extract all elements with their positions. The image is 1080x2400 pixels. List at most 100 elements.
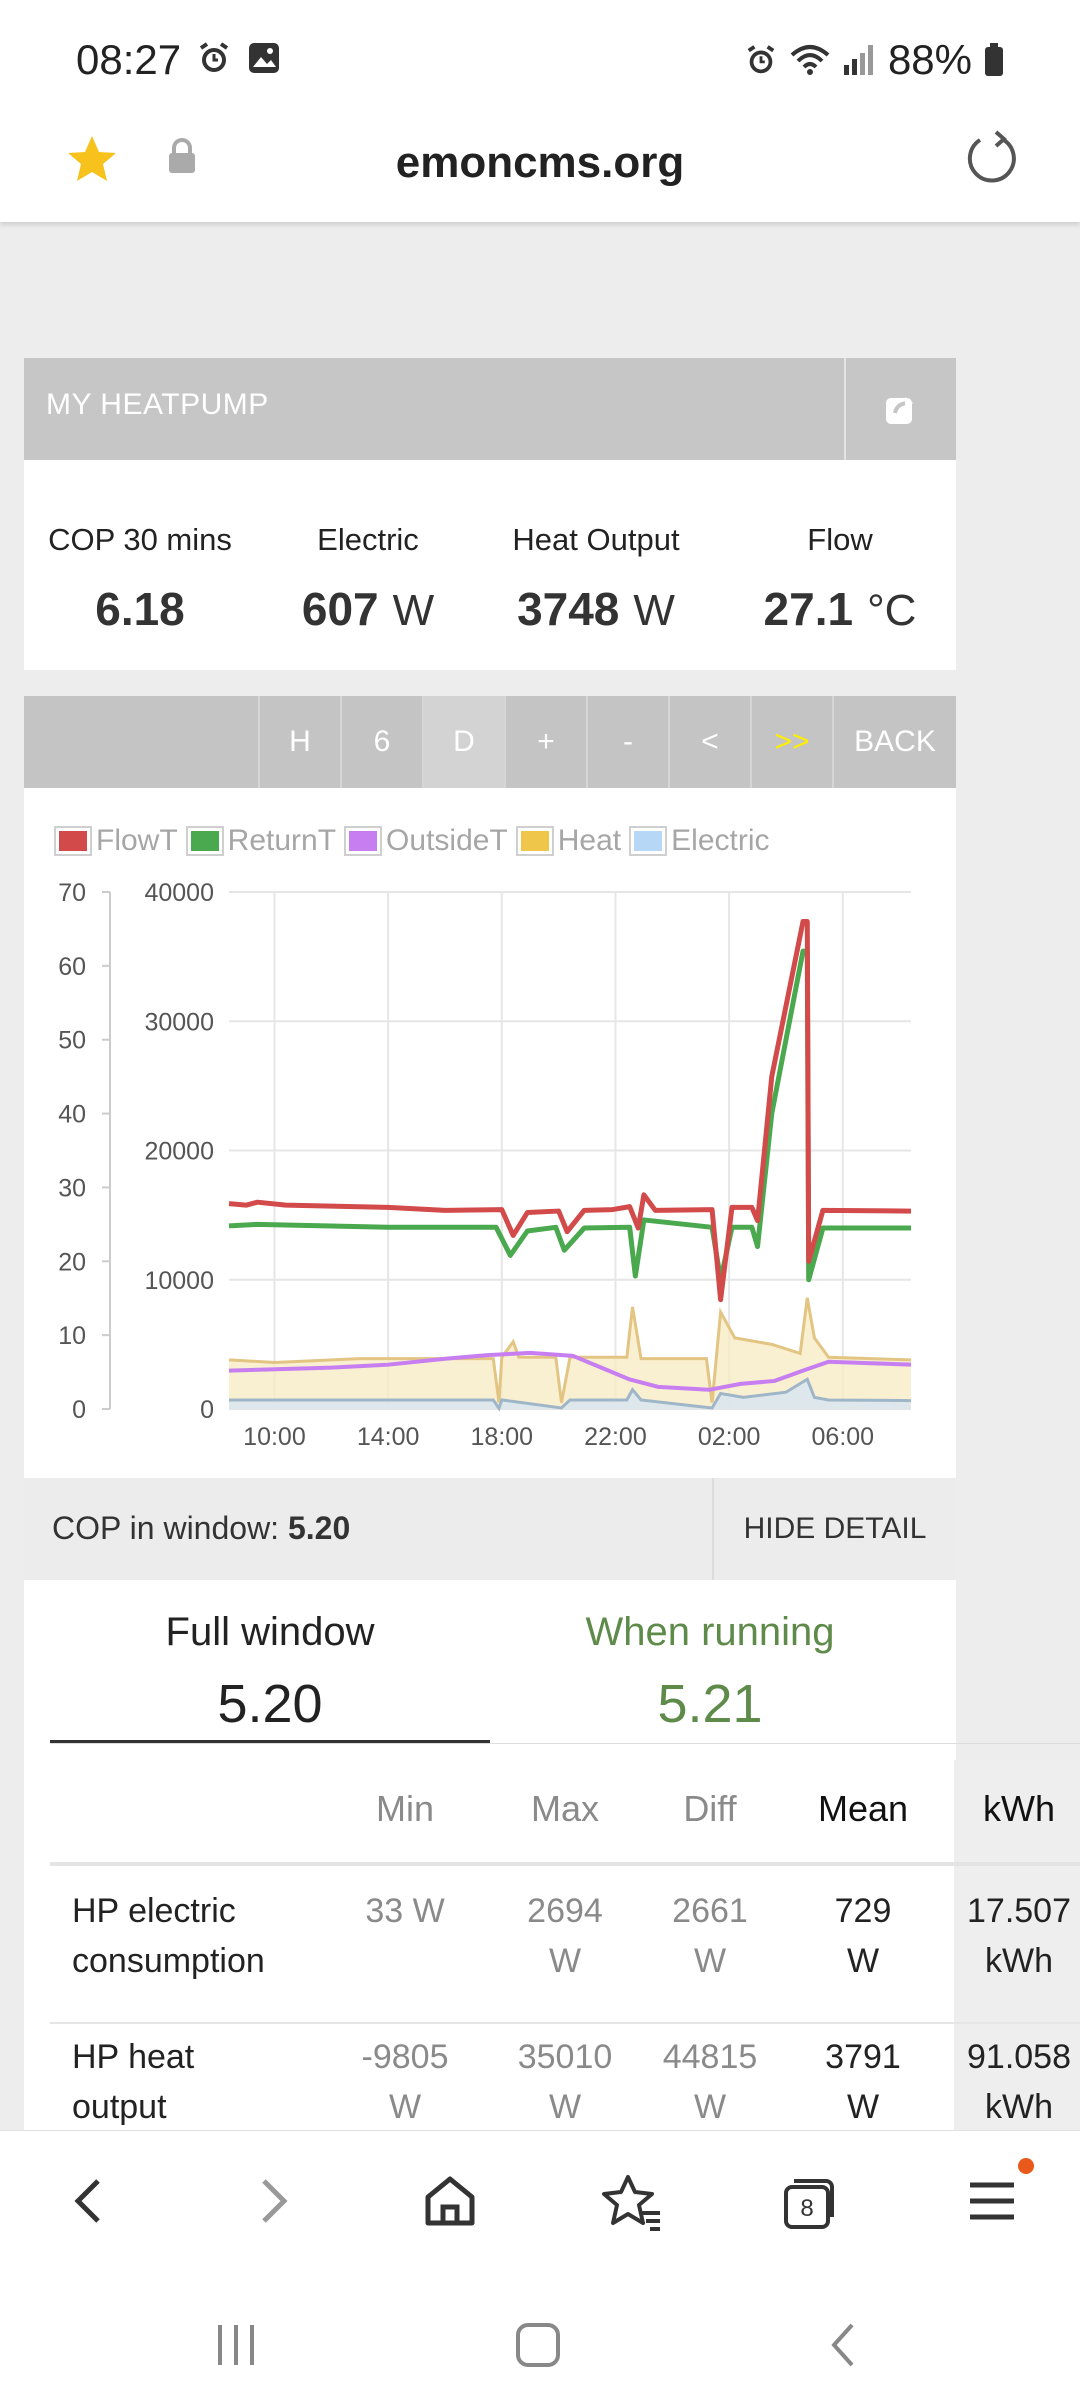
legend-item-returnt[interactable]: ReturnT: [185, 824, 337, 858]
stat-value: 607 W: [252, 582, 484, 636]
bookmarks-icon[interactable]: [600, 2173, 664, 2233]
panel-title: MY HEATPUMP: [46, 388, 269, 421]
ctrl-hour-button[interactable]: H: [258, 696, 340, 788]
cell-line: 33 W: [365, 1892, 445, 1930]
x-tick-label: 18:00: [471, 1423, 534, 1451]
legend-item-heat[interactable]: Heat: [515, 824, 621, 858]
forward-icon[interactable]: [244, 2173, 300, 2229]
legend-swatch: [344, 826, 383, 856]
star-icon[interactable]: [62, 130, 122, 190]
gallery-icon: [249, 43, 279, 73]
cell-line: 91.058: [967, 2038, 1071, 2076]
home-icon[interactable]: [420, 2173, 480, 2229]
tabs-count: 8: [800, 2195, 813, 2222]
cell-line: W: [693, 2088, 727, 2126]
share-button[interactable]: [844, 358, 956, 460]
legend-item-electric[interactable]: Electric: [629, 824, 770, 858]
tab-divider: [50, 1743, 1080, 1744]
stat-label: Flow: [807, 522, 873, 557]
chart-panel: FlowT ReturnT OutsideT Heat Electric 0 10…: [24, 788, 956, 1478]
stat-label: Electric: [317, 522, 419, 557]
panel-header: MY HEATPUMP: [24, 358, 956, 460]
cell-line: 17.507: [967, 1892, 1071, 1930]
chart-legend: FlowT ReturnT OutsideT Heat Electric: [54, 824, 778, 858]
ctrl-day-button[interactable]: D: [422, 696, 504, 788]
x-tick-label: 06:00: [812, 1423, 875, 1451]
ctrl-zoom-out-button[interactable]: -: [586, 696, 668, 788]
battery-icon: [985, 43, 1003, 76]
cell-line: W: [548, 1942, 582, 1980]
lock-icon[interactable]: [166, 136, 198, 176]
ctrl-back-button[interactable]: BACK: [832, 696, 956, 788]
col-header-kwh: kWh: [983, 1788, 1055, 1829]
ctrl-zoom-in-button[interactable]: +: [504, 696, 586, 788]
ctrl-six-hours-button[interactable]: 6: [340, 696, 422, 788]
cell-line: W: [548, 2088, 582, 2126]
tabs-icon[interactable]: 8: [780, 2173, 840, 2233]
stat-label: COP 30 mins: [48, 522, 232, 557]
reload-icon[interactable]: [958, 126, 1022, 190]
share-icon: [886, 397, 913, 424]
row-name-line: HP heat: [72, 2038, 195, 2076]
system-home-icon[interactable]: [514, 2321, 562, 2369]
stats-row: COP 30 mins 6.18 Electric 607 W Heat Outp…: [24, 460, 956, 670]
y-left-tick-label: 60: [58, 953, 86, 981]
series-area-heat: [229, 1297, 911, 1409]
series-line-flowt: [228, 919, 912, 1303]
tab-full-window[interactable]: Full window 5.20: [50, 1580, 490, 1735]
status-left-icons: [196, 40, 282, 76]
legend-label: ReturnT: [227, 824, 337, 857]
legend-label: Electric: [671, 824, 770, 857]
cell-line: 35010: [517, 2038, 613, 2076]
y-right-tick-label: 30000: [144, 1008, 214, 1036]
tab-when-running[interactable]: When running 5.21: [490, 1580, 930, 1735]
y-left-tick-label: 10: [58, 1322, 86, 1350]
menu-icon[interactable]: [964, 2173, 1020, 2229]
stat-unit: °C: [867, 586, 917, 635]
status-time: 08:27: [76, 36, 182, 83]
cell-line: W: [693, 1942, 727, 1980]
ctrl-pan-left-button[interactable]: <: [668, 696, 750, 788]
tab-active-underline: [50, 1740, 490, 1743]
y-left-tick-label: 70: [58, 879, 86, 907]
cell-line: 44815: [662, 2038, 758, 2076]
kwh-column-bg: [954, 1760, 1080, 2140]
cell-min: 33 W: [350, 1886, 460, 1936]
stat-unit: W: [392, 586, 435, 635]
heatpump-chart[interactable]: 0 10 20 30 40 50 60 70 0 10000 20000 30000 40000 10:0…: [24, 788, 956, 1478]
cell-diff: 44815 W: [650, 2032, 770, 2132]
ctrl-pan-right-button[interactable]: >>: [750, 696, 832, 788]
url-text[interactable]: emoncms.org: [395, 138, 685, 187]
hide-detail-button[interactable]: HIDE DETAIL: [712, 1478, 956, 1580]
cell-line: W: [388, 2088, 422, 2126]
back-icon[interactable]: [62, 2173, 118, 2229]
signal-icon: [843, 45, 873, 75]
browser-url-bar: emoncms.org: [0, 120, 1080, 222]
system-back-icon[interactable]: [820, 2321, 868, 2369]
y-right-tick-label: 40000: [144, 879, 214, 907]
y-right-tick-label: 10000: [144, 1267, 214, 1295]
legend-item-outsidet[interactable]: OutsideT: [344, 824, 508, 858]
stat-electric: Electric 607 W: [252, 460, 484, 636]
legend-swatch: [629, 826, 668, 856]
tab-value: 5.21: [657, 1674, 763, 1734]
stat-value: 6.18: [24, 582, 256, 636]
dashboard-page: MY HEATPUMP COP 30 mins 6.18 Electric 60…: [24, 358, 1080, 2140]
table-row-rule: [50, 2022, 1080, 2024]
cop-tabs: Full window 5.20 When running 5.21: [50, 1580, 1080, 1770]
row-name: HP electric consumption: [72, 1886, 352, 1986]
legend-label: OutsideT: [386, 824, 508, 857]
series-line-electric: [229, 1377, 912, 1412]
detail-panel: Full window 5.20 When running 5.21 Min M…: [24, 1580, 1080, 2140]
battery-percent: 88%: [887, 36, 972, 83]
cell-line: kWh: [985, 1942, 1053, 1980]
cell-line: 729: [834, 1892, 892, 1930]
legend-item-flowt[interactable]: FlowT: [54, 824, 178, 858]
x-tick-label: 02:00: [698, 1423, 761, 1451]
row-name-line: HP electric: [72, 1892, 236, 1930]
cell-min: -9805 W: [350, 2032, 460, 2132]
recent-apps-icon[interactable]: [212, 2321, 260, 2369]
y-left-tick-label: 20: [58, 1248, 86, 1276]
stat-unit: W: [633, 586, 675, 635]
